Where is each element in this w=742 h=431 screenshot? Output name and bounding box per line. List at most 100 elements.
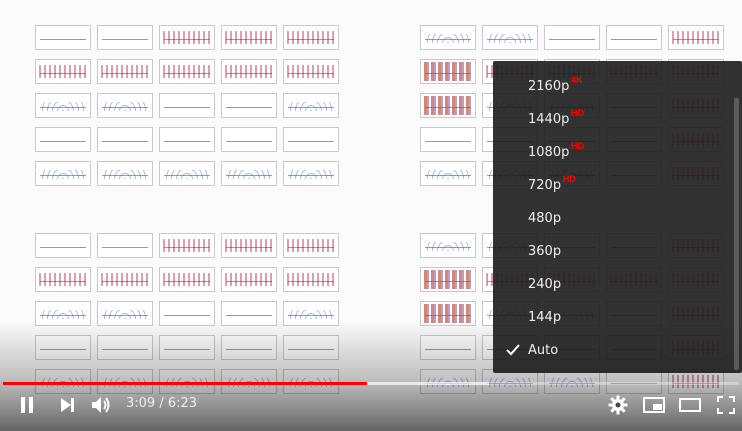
fullscreen-button[interactable]	[710, 388, 742, 421]
quality-option-label: 1080p	[528, 145, 570, 160]
plot-thumbnail	[420, 127, 476, 152]
quality-option-label: Auto	[528, 343, 559, 358]
play-pause-button[interactable]	[11, 388, 43, 421]
plot-thumbnail	[221, 25, 277, 50]
miniplayer-icon	[643, 396, 665, 413]
plot-thumbnail	[97, 59, 153, 84]
gear-icon	[608, 395, 628, 414]
mute-button[interactable]	[86, 388, 118, 421]
plot-thumbnail	[420, 233, 476, 258]
plot-thumbnail	[221, 127, 277, 152]
quality-option-label: 1440p	[528, 112, 570, 127]
plot-grid-bottom-left	[35, 233, 339, 394]
plot-thumbnail	[159, 93, 215, 118]
plot-thumbnail	[221, 267, 277, 292]
fullscreen-icon	[717, 395, 735, 414]
plot-thumbnail	[97, 161, 153, 186]
plot-thumbnail	[159, 161, 215, 186]
quality-option[interactable]: 1080p HD	[493, 136, 742, 169]
plot-thumbnail	[97, 335, 153, 360]
plot-thumbnail	[35, 233, 91, 258]
quality-badge: 4K	[571, 75, 583, 85]
quality-option[interactable]: 1440p HD	[493, 103, 742, 136]
quality-badge: HD	[571, 141, 584, 151]
settings-button[interactable]	[602, 388, 634, 421]
plot-thumbnail	[35, 59, 91, 84]
quality-option[interactable]: 360p	[493, 235, 742, 268]
quality-menu: 2160p 4K 1440p HD 1080p HD 720p HD 480p 360p 240p 1…	[493, 61, 742, 373]
plot-thumbnail	[97, 25, 153, 50]
plot-thumbnail	[97, 267, 153, 292]
plot-thumbnail	[544, 25, 600, 50]
quality-option-label: 360p	[528, 244, 562, 259]
quality-option[interactable]: 720p HD	[493, 169, 742, 202]
quality-option-label: 480p	[528, 211, 562, 226]
plot-thumbnail	[420, 93, 476, 118]
quality-option-label: 2160p	[528, 79, 570, 94]
theater-mode-button[interactable]	[674, 388, 706, 421]
plot-thumbnail	[221, 93, 277, 118]
plot-thumbnail	[221, 161, 277, 186]
plot-thumbnail	[97, 301, 153, 326]
plot-thumbnail	[97, 233, 153, 258]
plot-thumbnail	[283, 301, 339, 326]
menu-scrollbar[interactable]	[734, 98, 739, 370]
quality-option[interactable]: Auto	[493, 334, 742, 367]
plot-thumbnail	[283, 161, 339, 186]
quality-badge: HD	[571, 108, 584, 118]
plot-thumbnail	[97, 93, 153, 118]
plot-thumbnail	[420, 25, 476, 50]
quality-option[interactable]: 144p	[493, 301, 742, 334]
plot-thumbnail	[283, 127, 339, 152]
quality-option[interactable]: 2160p 4K	[493, 70, 742, 103]
pause-icon	[21, 396, 33, 413]
plot-thumbnail	[283, 233, 339, 258]
plot-thumbnail	[35, 267, 91, 292]
plot-thumbnail	[221, 335, 277, 360]
plot-thumbnail	[159, 301, 215, 326]
plot-thumbnail	[283, 59, 339, 84]
next-icon	[61, 397, 74, 412]
plot-thumbnail	[668, 25, 724, 50]
volume-icon	[92, 396, 110, 413]
plot-thumbnail	[159, 59, 215, 84]
plot-thumbnail	[35, 301, 91, 326]
quality-option[interactable]: 480p	[493, 202, 742, 235]
plot-thumbnail	[35, 335, 91, 360]
time-display: 3:09 / 6:23	[126, 396, 198, 411]
control-bar: 3:09 / 6:23	[0, 388, 742, 421]
miniplayer-button[interactable]	[638, 388, 670, 421]
plot-thumbnail	[420, 301, 476, 326]
progress-played	[3, 382, 368, 385]
plot-thumbnail	[221, 233, 277, 258]
plot-thumbnail	[221, 59, 277, 84]
plot-thumbnail	[420, 267, 476, 292]
checkmark-icon	[506, 344, 520, 356]
plot-thumbnail	[159, 267, 215, 292]
quality-option-label: 720p	[528, 178, 562, 193]
progress-bar[interactable]	[3, 382, 739, 385]
theater-icon	[679, 397, 701, 412]
plot-thumbnail	[159, 335, 215, 360]
plot-thumbnail	[283, 25, 339, 50]
plot-thumbnail	[159, 25, 215, 50]
plot-thumbnail	[35, 25, 91, 50]
plot-thumbnail	[221, 301, 277, 326]
plot-thumbnail	[283, 267, 339, 292]
plot-thumbnail	[283, 335, 339, 360]
plot-grid-top-left	[35, 25, 339, 186]
plot-thumbnail	[159, 233, 215, 258]
plot-thumbnail	[35, 93, 91, 118]
plot-thumbnail	[97, 127, 153, 152]
quality-option-label: 240p	[528, 277, 562, 292]
plot-thumbnail	[482, 25, 538, 50]
quality-option[interactable]: 240p	[493, 268, 742, 301]
plot-thumbnail	[420, 161, 476, 186]
plot-thumbnail	[35, 161, 91, 186]
next-button[interactable]	[51, 388, 83, 421]
plot-thumbnail	[420, 59, 476, 84]
plot-thumbnail	[35, 127, 91, 152]
quality-badge: HD	[562, 174, 576, 184]
plot-thumbnail	[606, 25, 662, 50]
